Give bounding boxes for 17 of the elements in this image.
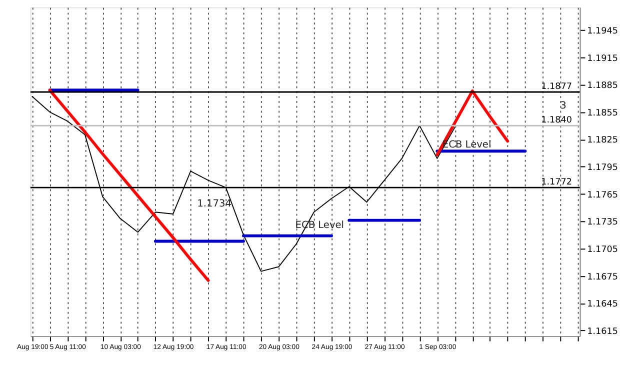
y-tick-label: 1.1615 bbox=[587, 326, 618, 337]
y-tick-label: 1.1795 bbox=[587, 163, 618, 174]
y-tick-label: 1.1885 bbox=[587, 81, 618, 92]
y-tick-label: 1.1825 bbox=[587, 136, 618, 146]
ref-line-label: 1.1772 bbox=[541, 178, 572, 188]
y-tick-label: 1.1675 bbox=[587, 272, 618, 282]
y-tick-label: 1.1765 bbox=[587, 190, 618, 200]
y-tick-label: 1.1735 bbox=[587, 218, 618, 228]
y-tick-label: 1.1945 bbox=[587, 26, 618, 37]
y-tick-label: 1.1645 bbox=[587, 300, 618, 310]
y-tick-label: 1.1705 bbox=[587, 244, 618, 255]
y-tick-label: 1.1855 bbox=[587, 108, 618, 118]
y-tick-label: 1.1915 bbox=[587, 54, 618, 64]
ref-line-label: 1.1877 bbox=[541, 82, 572, 92]
ref-line-label: 1.1840 bbox=[541, 116, 572, 126]
annotation: 3 bbox=[560, 100, 566, 112]
annotation: 1.1734 bbox=[197, 198, 232, 210]
